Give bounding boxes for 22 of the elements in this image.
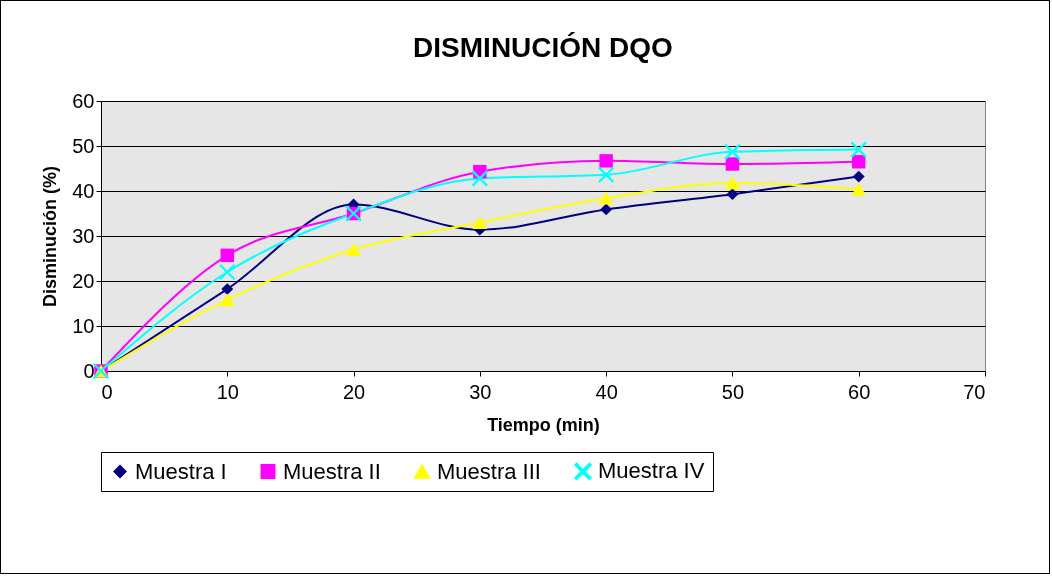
x-tick-label: 20 bbox=[342, 380, 366, 403]
y-axis-title: Disminución (%) bbox=[40, 165, 61, 308]
x-tick-label: 30 bbox=[469, 380, 492, 403]
x-tick-label: 50 bbox=[721, 380, 745, 403]
x-tick-label: 0 bbox=[101, 380, 113, 403]
x-axis-title: Tiempo (min) bbox=[487, 414, 600, 435]
legend-label: Muestra III bbox=[437, 458, 541, 484]
chart-title: DISMINUCIÓN DQO bbox=[413, 32, 673, 63]
y-tick-label: 20 bbox=[72, 269, 95, 292]
y-tick-label: 30 bbox=[72, 224, 95, 247]
legend-label: Muestra I bbox=[135, 458, 227, 484]
y-tick-label: 0 bbox=[83, 359, 95, 382]
y-tick-label: 60 bbox=[72, 89, 95, 112]
x-tick-label: 60 bbox=[848, 380, 871, 403]
y-tick-label: 50 bbox=[72, 134, 95, 157]
y-tick-label: 10 bbox=[72, 314, 95, 337]
legend-label: Muestra IV bbox=[598, 458, 705, 484]
x-tick-label: 70 bbox=[963, 380, 986, 403]
y-tick-label: 40 bbox=[72, 179, 95, 202]
x-tick-label: 10 bbox=[216, 380, 239, 403]
x-tick-label: 40 bbox=[595, 380, 618, 403]
legend-label: Muestra II bbox=[283, 458, 381, 484]
